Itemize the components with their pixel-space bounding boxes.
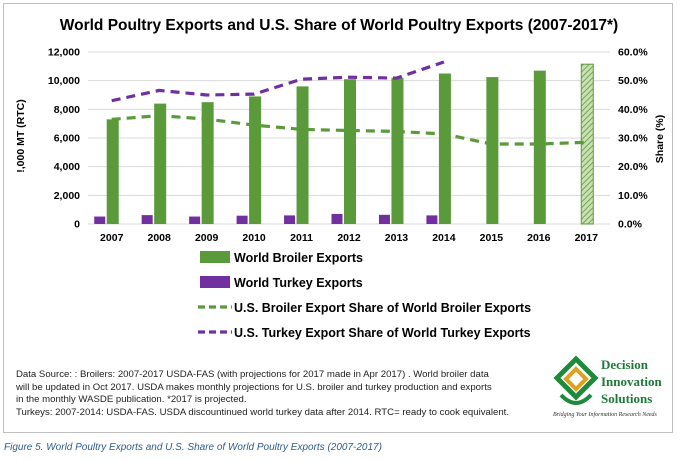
logo-knot-icon: [553, 355, 599, 405]
broiler-export-bar: [106, 119, 119, 224]
right-tick-label: 60.0%: [618, 47, 648, 59]
left-tick-label: 10,000: [48, 75, 80, 87]
right-tick-label: 50.0%: [618, 75, 648, 87]
x-tick-label: 2014: [432, 232, 456, 244]
right-tick-label: 10.0%: [618, 190, 648, 202]
left-tick-label: 12,000: [48, 47, 80, 59]
broiler-export-bar: [154, 103, 167, 224]
broiler-export-bar: [486, 77, 499, 224]
chart-canvas: World Poultry Exports and U.S. Share of …: [15, 17, 666, 340]
left-axis-ticks: 0 2,000 4,000 6,000 8,000 10,000 12,000: [48, 47, 80, 231]
decision-innovation-solutions-logo: Decision Innovation Solutions Bridging Y…: [553, 355, 673, 425]
line-series: [111, 60, 587, 146]
left-tick-label: 8,000: [54, 104, 80, 116]
broiler-export-bar: [580, 63, 594, 225]
us-broiler-share-line: [111, 113, 587, 146]
turkey-export-bar: [189, 216, 201, 224]
right-tick-label: 20.0%: [618, 161, 648, 173]
right-tick-label: 40.0%: [618, 104, 648, 116]
x-tick-label: 2008: [148, 232, 172, 244]
broiler-export-bar: [201, 102, 214, 224]
chart-frame: World Poultry Exports and U.S. Share of …: [3, 3, 673, 433]
broiler-export-bar: [391, 77, 404, 224]
legend-swatch: [200, 276, 230, 288]
source-note-line: will be updated in Oct 2017. USDA makes …: [16, 381, 492, 393]
x-tick-label: 2007: [100, 232, 124, 244]
chart-title: World Poultry Exports and U.S. Share of …: [60, 17, 618, 34]
figure-caption: Figure 5. World Poultry Exports and U.S.…: [4, 442, 382, 453]
x-tick-label: 2017: [575, 232, 599, 244]
source-note-line: Turkeys: 2007-2014: USDA-FAS. USDA disco…: [16, 406, 510, 418]
turkey-export-bar: [141, 215, 153, 224]
legend-swatch: [200, 251, 230, 263]
x-tick-label: 2016: [527, 232, 551, 244]
logo-word: Innovation: [601, 374, 662, 389]
legend-label: World Turkey Exports: [234, 276, 363, 290]
right-axis-ticks: 0.0% 10.0% 20.0% 30.0% 40.0% 50.0% 60.0%: [618, 47, 648, 231]
legend-label: World Broiler Exports: [234, 251, 363, 265]
legend: World Broiler Exports World Turkey Export…: [198, 251, 531, 340]
right-tick-label: 0.0%: [618, 219, 643, 231]
broiler-export-bar: [249, 96, 262, 224]
x-axis-ticks: 2007 2008 2009 2010 2011 2012 2013 2014 2015 2016…: [100, 232, 598, 244]
broiler-export-bar: [296, 86, 309, 225]
left-tick-label: 6,000: [54, 133, 80, 145]
turkey-export-bar: [378, 214, 390, 224]
bar-series: [94, 63, 594, 225]
turkey-export-bar: [94, 216, 106, 224]
legend-label: U.S. Broiler Export Share of World Broil…: [234, 301, 531, 315]
y-axis-label-right: Share (%): [654, 115, 666, 163]
logo-tagline: Bridging Your Information Research Needs: [553, 412, 657, 418]
broiler-export-bar: [533, 70, 546, 224]
x-tick-label: 2009: [195, 232, 219, 244]
logo-word: Decision: [601, 357, 648, 372]
left-tick-label: 4,000: [54, 161, 80, 173]
source-note: Data Source: : Broilers: 2007-2017 USDA-…: [16, 369, 546, 419]
turkey-export-bar: [284, 215, 296, 224]
x-tick-label: 2010: [242, 232, 266, 244]
source-note-line: Data Source: : Broilers: 2007-2017 USDA-…: [16, 369, 489, 380]
left-tick-label: 2,000: [54, 190, 80, 202]
turkey-export-bar: [331, 213, 343, 224]
x-tick-label: 2011: [290, 232, 313, 244]
source-note-line: in the monthly WASDE publication. *2017 …: [16, 394, 247, 406]
broiler-export-bar: [438, 73, 451, 224]
us-turkey-share-line: [111, 60, 445, 103]
turkey-export-bar: [426, 215, 438, 224]
broiler-export-bar: [344, 79, 356, 224]
x-tick-label: 2015: [480, 232, 504, 244]
turkey-export-bar: [236, 215, 248, 224]
logo-word: Solutions: [601, 391, 653, 406]
legend-label: U.S. Turkey Export Share of World Turkey…: [234, 326, 531, 340]
y-axis-label-left: !,000 MT (RTC): [15, 99, 27, 173]
left-tick-label: 0: [74, 219, 80, 231]
right-tick-label: 30.0%: [618, 133, 648, 145]
x-tick-label: 2012: [337, 232, 361, 244]
x-tick-label: 2013: [385, 232, 409, 244]
